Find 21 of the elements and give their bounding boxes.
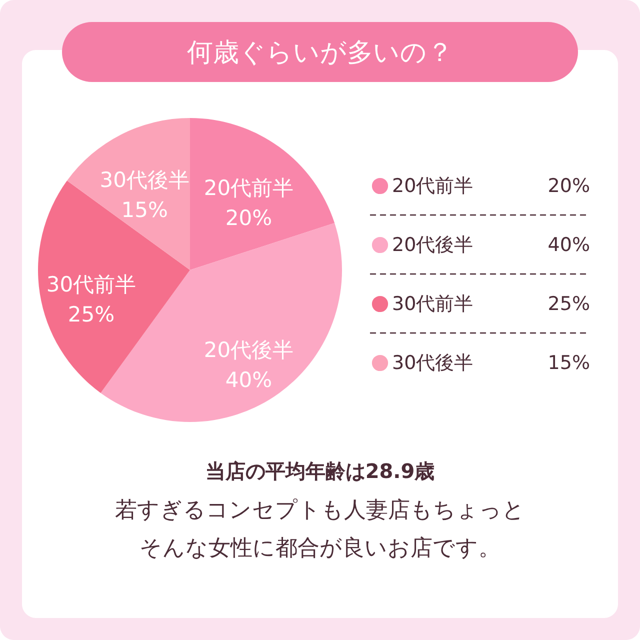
chart-title: 何歳ぐらいが多いの？ [187,38,453,68]
data-label: 25% [68,302,115,327]
data-label: 40% [225,368,272,392]
text: 15% [548,352,590,374]
legend-label: 30代後半 [392,352,474,374]
slice-label: 30代前半 [46,272,136,297]
text: 40% [548,234,590,256]
data-label: 20% [225,206,272,230]
legend-label: 20代後半 [392,234,474,256]
slice-label: 30代後半 [100,168,190,192]
text: そんな女性に都合が良いお店です。 [140,536,500,561]
text: 25% [548,293,590,315]
text: 若すぎるコンセプトも人妻店もちょっと [115,498,525,523]
pie-slice [190,118,335,270]
text: 20% [548,175,590,197]
legend-label: 20代前半 [392,175,474,197]
slice-label: 20代前半 [204,176,294,200]
legend-label: 30代前半 [392,293,474,315]
data-label: 15% [121,198,168,222]
text: 当店の平均年齢は28.9歳 [205,459,435,483]
slice-label: 20代後半 [204,338,294,362]
